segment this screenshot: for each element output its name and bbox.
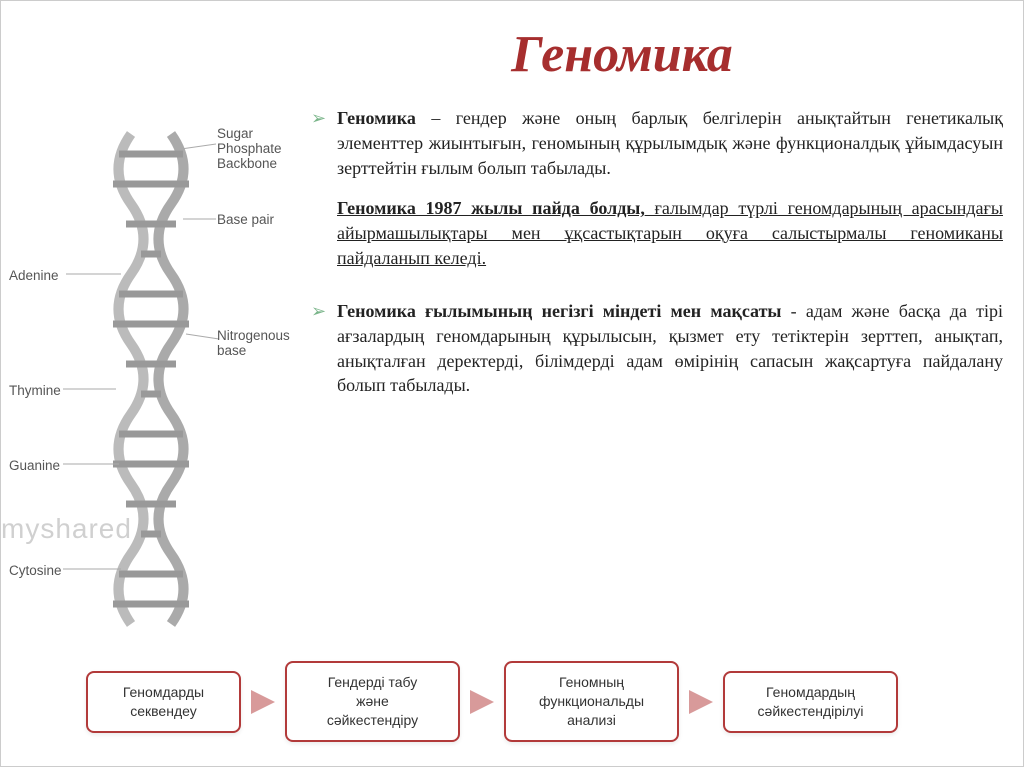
dna-label-thymine: Thymine — [9, 383, 61, 398]
dna-label-cytosine: Cytosine — [9, 563, 62, 578]
bullet-icon: ➢ — [311, 106, 337, 196]
arrow-icon — [689, 690, 713, 714]
para3-lead: Геномика ғылымының негізгі міндеті мен м… — [337, 301, 781, 321]
dna-diagram-column: Sugar Phosphate Backbone Base pair Adeni… — [1, 106, 311, 639]
flow-box-1: Геномдарды секвендеу — [86, 671, 241, 733]
page-title: Геномика — [1, 25, 1023, 84]
flow-box-4: Геномдардың сәйкестендірілуі — [723, 671, 898, 733]
para1-lead: Геномика — [337, 108, 416, 128]
dna-label-nitrogenous: Nitrogenous base — [217, 328, 290, 358]
bullet-icon: ➢ — [311, 299, 337, 414]
flow-box-3: Геномның функциональды анализі — [504, 661, 679, 742]
flow-diagram: Геномдарды секвендеу Гендерді табу және … — [86, 661, 1013, 742]
paragraph-1: ➢ Геномика – гендер және оның барлық бел… — [311, 106, 1003, 196]
para1-body: – гендер және оның барлық белгілерін аны… — [337, 108, 1003, 178]
watermark: myshared — [1, 513, 132, 545]
paragraph-3: ➢ Геномика ғылымының негізгі міндеті мен… — [311, 299, 1003, 414]
dna-label-guanine: Guanine — [9, 458, 60, 473]
arrow-icon — [251, 690, 275, 714]
dna-helix-diagram — [1, 124, 286, 634]
arrow-icon — [470, 690, 494, 714]
para2-lead: Геномика 1987 жылы пайда болды, — [337, 198, 645, 218]
dna-label-adenine: Adenine — [9, 268, 59, 283]
content-wrap: Sugar Phosphate Backbone Base pair Adeni… — [1, 106, 1023, 639]
dna-label-sugar: Sugar Phosphate Backbone — [217, 126, 282, 171]
flow-box-2: Гендерді табу және сәйкестендіру — [285, 661, 460, 742]
paragraph-2: Геномика 1987 жылы пайда болды, ғалымдар… — [311, 196, 1003, 270]
text-column: ➢ Геномика – гендер және оның барлық бел… — [311, 106, 1023, 639]
dna-label-basepair: Base pair — [217, 212, 274, 227]
